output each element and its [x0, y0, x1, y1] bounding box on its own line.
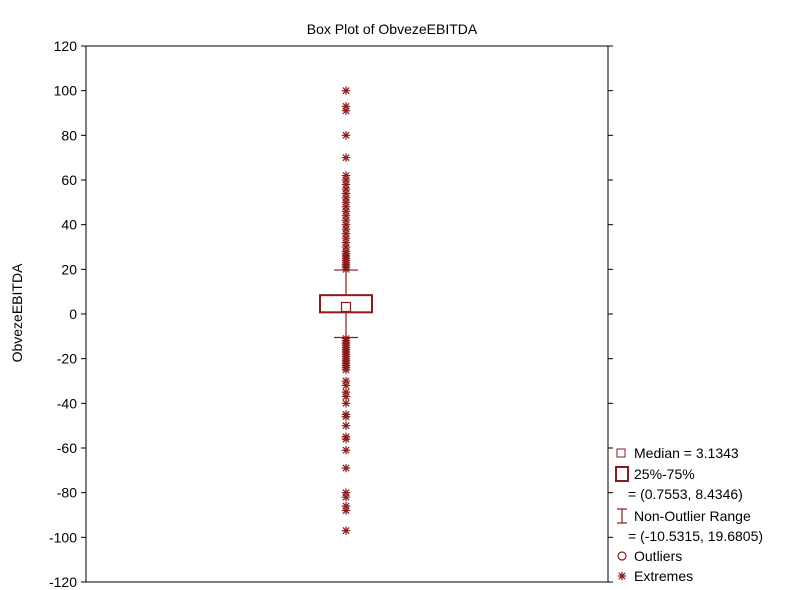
extreme-point: [341, 506, 351, 515]
extreme-point: [341, 492, 351, 502]
extreme-point: [341, 131, 351, 140]
extreme-point: [341, 153, 351, 162]
median-marker: [340, 301, 352, 313]
legend-whisker-label: Non-Outlier Range: [634, 508, 751, 524]
legend-whisker-range: = (-10.5315, 19.6805): [628, 528, 763, 544]
legend-box-symbol: [615, 466, 629, 482]
y-tick-label: 0: [69, 306, 77, 322]
extreme-point: [341, 399, 351, 408]
y-tick-label: 80: [61, 127, 77, 143]
iqr-box: [319, 294, 373, 314]
y-tick-label: -20: [57, 351, 77, 367]
y-axis-label: ObvezeEBITDA: [9, 263, 25, 362]
y-tick-label: -60: [57, 440, 77, 456]
extreme-point: [341, 365, 351, 375]
y-tick-label: -100: [49, 529, 77, 545]
legend-box-label: 25%-75%: [634, 466, 695, 482]
y-tick-label: 100: [54, 83, 78, 99]
legend-box-range: = (0.7553, 8.4346): [628, 486, 743, 502]
y-tick-label: -120: [49, 574, 77, 590]
extreme-point: [341, 265, 351, 274]
extreme-point: [341, 526, 351, 535]
extreme-point: [341, 412, 351, 421]
y-tick-label: 120: [54, 38, 78, 54]
legend-median-symbol: [616, 448, 626, 458]
legend-outlier-label: Outliers: [634, 548, 682, 564]
legend-whisker-symbol: [617, 508, 627, 524]
extreme-point: [341, 106, 351, 115]
y-tick-label: -40: [57, 395, 77, 411]
y-tick-label: 40: [61, 217, 77, 233]
extreme-point: [341, 446, 351, 455]
y-tick-label: -80: [57, 485, 77, 501]
legend-outlier-symbol: [617, 551, 627, 561]
y-tick-label: 20: [61, 261, 77, 277]
extreme-point: [341, 463, 351, 473]
box-plot-series: [319, 86, 373, 535]
y-tick-label: 60: [61, 172, 77, 188]
extreme-point: [341, 86, 351, 95]
plot-frame: [85, 45, 609, 583]
legend-extreme-label: Extremes: [634, 568, 693, 584]
legend: Median = 3.1343 25%-75% = (0.7553, 8.434…: [615, 445, 763, 584]
chart-title: Box Plot of ObvezeEBITDA: [307, 21, 478, 37]
extreme-point: [341, 421, 351, 430]
legend-median-label: Median = 3.1343: [634, 445, 739, 461]
extreme-point: [341, 434, 351, 444]
legend-extreme-symbol: [617, 571, 627, 581]
extreme-point: [341, 381, 351, 390]
y-axis-ticks: 120 100 80 60 40 20 0 -20 -40 -60 -80 -100 -120: [49, 38, 613, 590]
legend-extreme-star: [617, 571, 627, 581]
